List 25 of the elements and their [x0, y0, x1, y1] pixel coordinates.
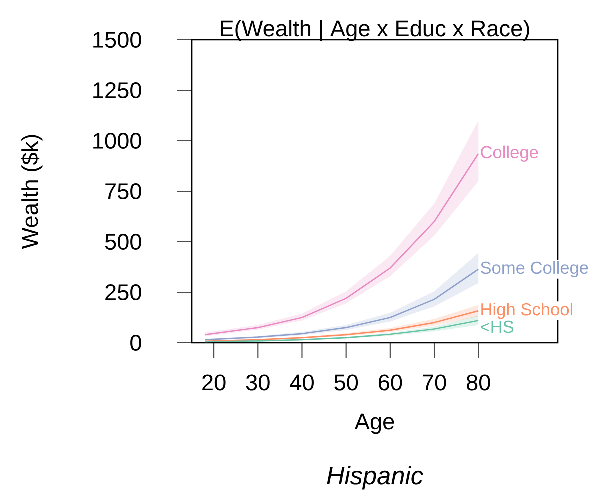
y-axis-title: Wealth ($k)	[21, 135, 43, 250]
x-tick-label: 70	[423, 374, 446, 391]
y-tick-label: 250	[106, 284, 142, 301]
series-label: College	[481, 146, 538, 162]
y-tick-label: 1000	[94, 132, 142, 150]
series-label: Some College	[481, 261, 588, 278]
line-series	[204, 153, 480, 336]
series-label: High School	[482, 302, 572, 320]
y-tick-label: 500	[105, 234, 142, 250]
x-tick-label: 60	[378, 374, 402, 391]
x-tick-label: 50	[334, 374, 358, 391]
line-series	[204, 320, 480, 343]
x-tick-label: 30	[246, 374, 270, 391]
series-label: <HS	[481, 320, 514, 334]
x-tick-label: 40	[290, 374, 314, 391]
x-tick-label: 20	[202, 374, 226, 391]
chart-title: E(Wealth | Age x Educ x Race)	[221, 20, 530, 42]
text: Hispanic	[327, 466, 424, 490]
y-tick-label: 750	[106, 183, 142, 200]
line-series	[204, 268, 480, 341]
y-tick-label: 1250	[94, 82, 142, 99]
x-axis-title: Age	[354, 414, 394, 434]
y-tick-label: 0	[130, 334, 142, 352]
y-tick-label: 1500	[94, 32, 142, 48]
x-tick-label: 80	[466, 374, 490, 391]
